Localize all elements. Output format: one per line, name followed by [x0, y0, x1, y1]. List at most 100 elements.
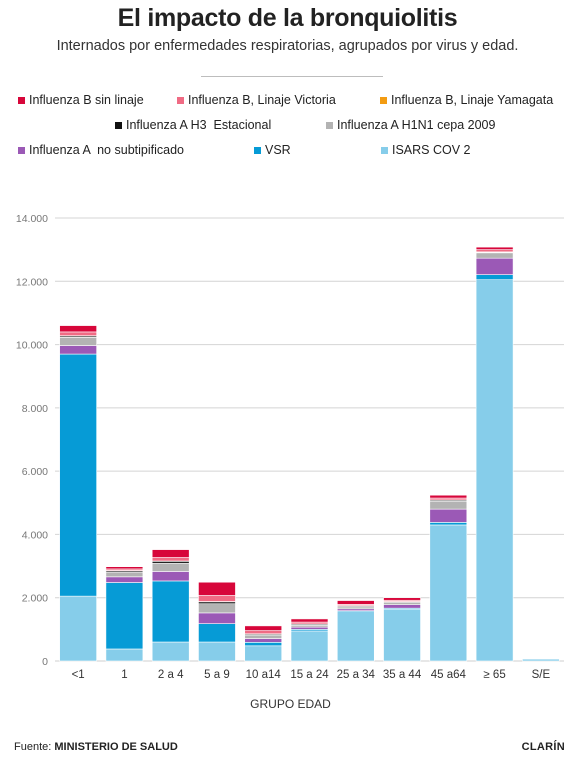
x-tick-label: ≥ 65: [483, 669, 505, 681]
bar-segment: [475, 246, 514, 250]
bar-segment: [383, 604, 421, 609]
x-tick-label: 45 a64: [431, 669, 467, 681]
legend-label: Influenza A H3 Estacional: [126, 118, 272, 132]
legend-label: Influenza B, Linaje Victoria: [188, 93, 336, 107]
bar-segment: [336, 600, 375, 605]
bar-segment: [105, 582, 144, 650]
x-tick-label: <1: [72, 669, 85, 681]
legend-label: Influenza B sin linaje: [29, 93, 144, 107]
legend-label: ISARS COV 2: [392, 143, 471, 157]
bar-segment: [198, 595, 236, 602]
bar-segment: [105, 566, 144, 570]
y-tick-label: 6.000: [22, 466, 48, 478]
bar-segment: [198, 603, 236, 614]
legend-item-influenza-b-sin-linaje: Influenza B sin linaje: [18, 93, 144, 107]
bar-segment: [429, 500, 468, 510]
bar-segment: [59, 325, 97, 333]
legend-swatch: [254, 146, 261, 154]
bar-segment: [244, 634, 283, 639]
bar-segment: [383, 608, 421, 662]
x-axis-label: GRUPO EDAD: [250, 697, 331, 711]
bar-segment: [475, 279, 514, 662]
legend-item-influenza-b-victoria: Influenza B, Linaje Victoria: [177, 93, 336, 107]
bar-segment: [151, 580, 190, 643]
legend-swatch: [115, 121, 122, 129]
bar-segment: [151, 641, 190, 662]
x-tick-label: 1: [121, 669, 127, 681]
x-tick-label: 10 a14: [246, 669, 282, 681]
bar-segment: [59, 345, 97, 355]
bar-segment: [290, 630, 329, 662]
bar-segment: [105, 571, 144, 578]
legend-item-influenza-a-h3: Influenza A H3 Estacional: [115, 118, 271, 132]
bar-segment: [429, 494, 468, 499]
bar-segment: [383, 602, 421, 605]
x-tick-label: S/E: [532, 669, 551, 681]
bar-segment: [151, 571, 190, 582]
y-tick-label: 4.000: [22, 529, 48, 541]
bar-segment: [475, 249, 514, 253]
legend-item-influenza-b-yamagata: Influenza B, Linaje Yamagata: [380, 93, 553, 107]
bar-segment: [59, 595, 97, 662]
legend-label: Influenza A no subtipificado: [29, 143, 184, 157]
footer-source: Fuente: MINISTERIO DE SALUD: [14, 741, 178, 753]
bar-segment: [429, 524, 468, 662]
bar-segment: [151, 557, 190, 562]
bar-segment: [151, 549, 190, 558]
bar-segment: [198, 623, 236, 643]
legend-label: VSR: [265, 143, 291, 157]
y-tick-label: 10.000: [16, 340, 48, 352]
y-tick-label: 0: [42, 656, 48, 668]
y-tick-label: 8.000: [22, 403, 48, 415]
bar-segment: [198, 581, 236, 596]
legend-item-vsr: VSR: [254, 143, 291, 157]
bar-segment: [244, 642, 283, 647]
chart-subtitle: Internados por enfermedades respiratoria…: [56, 38, 519, 54]
bar-segment: [475, 257, 514, 275]
legend-swatch: [18, 96, 25, 104]
legend-item-isars-cov-2: ISARS COV 2: [381, 143, 471, 157]
bar-segment: [59, 353, 97, 597]
bar-segment: [244, 630, 283, 635]
legend-label: Influenza A H1N1 cepa 2009: [337, 118, 496, 132]
bar-segment: [290, 618, 329, 623]
legend-swatch: [380, 96, 387, 104]
legend-item-influenza-a-no-subtipificado: Influenza A no subtipificado: [18, 143, 184, 157]
bar-segment: [429, 508, 468, 523]
bar-segment: [336, 611, 375, 662]
bar-segment: [244, 625, 283, 631]
title-divider: [201, 76, 383, 77]
source-value: MINISTERIO DE SALUD: [54, 741, 178, 753]
y-tick-label: 14.000: [16, 213, 48, 225]
bar-segment: [244, 645, 283, 662]
y-tick-label: 12.000: [16, 276, 48, 288]
x-tick-label: 5 a 9: [204, 669, 230, 681]
x-tick-label: 35 a 44: [383, 669, 422, 681]
x-tick-label: 25 a 34: [337, 669, 376, 681]
y-tick-label: 2.000: [22, 593, 48, 605]
source-label: Fuente:: [14, 741, 52, 753]
legend-item-influenza-a-h1n1: Influenza A H1N1 cepa 2009: [326, 118, 495, 132]
bar-segment: [105, 648, 144, 662]
bar-segment: [198, 641, 236, 662]
footer-brand: CLARÍN: [521, 741, 565, 753]
x-tick-label: 2 a 4: [158, 669, 184, 681]
x-tick-label: 15 a 24: [290, 669, 329, 681]
chart-title: El impacto de la bronquiolitis: [117, 4, 458, 32]
bar-segment: [244, 638, 283, 643]
bar-segment: [383, 597, 421, 601]
bar-segment: [290, 626, 329, 630]
bar-segment: [475, 274, 514, 281]
legend-swatch: [18, 146, 25, 154]
bar-segment: [475, 252, 514, 259]
bar-segment: [59, 331, 97, 337]
bar-segment: [151, 562, 190, 572]
bar-segment: [105, 576, 144, 583]
legend-swatch: [381, 146, 388, 154]
legend-swatch: [177, 96, 184, 104]
legend-label: Influenza B, Linaje Yamagata: [391, 93, 554, 107]
bar-segment: [429, 522, 468, 526]
legend-swatch: [326, 121, 333, 129]
bar-segment: [59, 336, 97, 346]
